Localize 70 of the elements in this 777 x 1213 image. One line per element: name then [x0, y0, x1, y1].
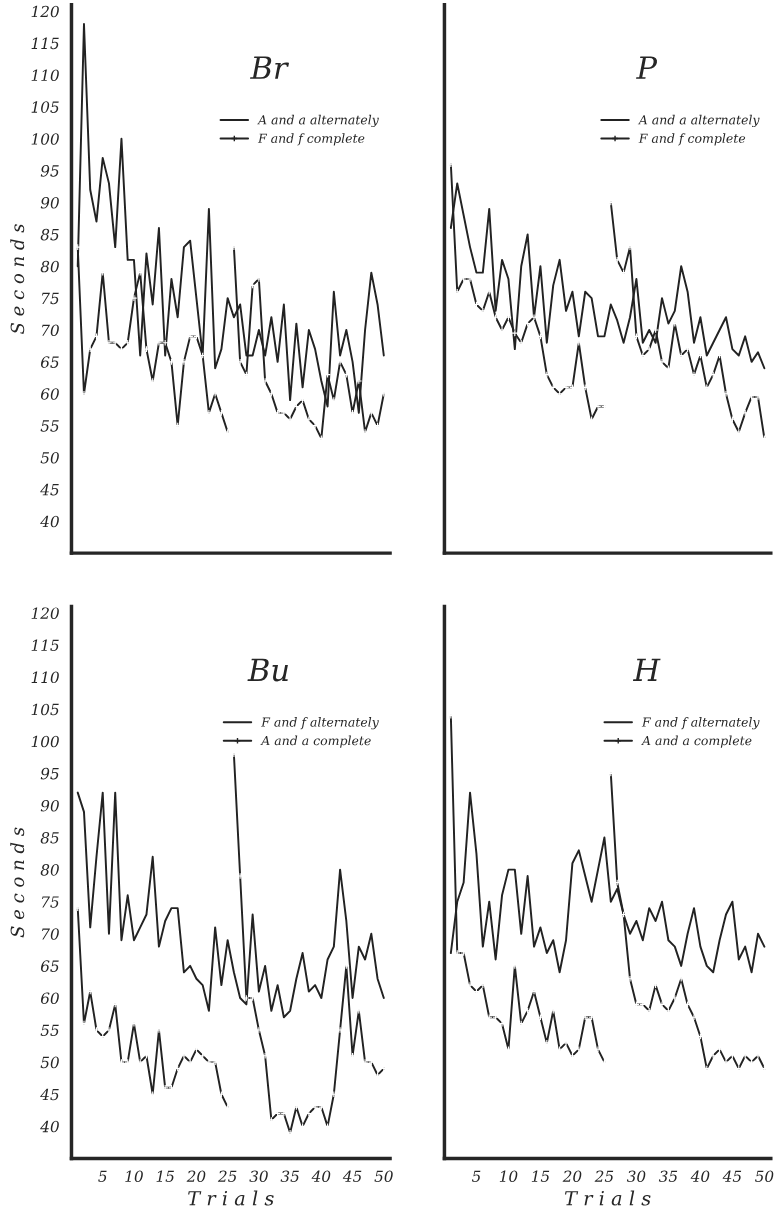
x-axis-title: T r i a l s [188, 1190, 274, 1206]
x-tick-label: 35 [280, 1170, 299, 1183]
x-tick-label: 25 [594, 1170, 614, 1183]
y-tick-label: 105 [31, 703, 59, 716]
y-tick-label: 100 [31, 735, 59, 748]
legend-label: A and a complete [260, 735, 371, 748]
y-tick-label: 110 [31, 69, 59, 81]
legend-label: F and f alternately [641, 717, 760, 730]
x-tick-label: 35 [658, 1170, 678, 1183]
text: Bu [247, 658, 288, 682]
y-tick-label: 95 [40, 165, 59, 177]
y-tick-label: 70 [42, 928, 59, 940]
y-tick-label: 115 [31, 639, 59, 652]
y-axis-title: S e c o n d s [10, 827, 25, 938]
text: P [636, 56, 658, 79]
y-tick-label: 70 [42, 324, 59, 337]
y-tick-label: 75 [42, 896, 59, 908]
y-tick-label: 100 [31, 133, 59, 145]
y-tick-label: 40 [40, 1120, 59, 1133]
y-axis-title: S e c o n d s [10, 224, 25, 334]
legend-label: A and a alternately [637, 114, 760, 128]
y-tick-label: 65 [40, 960, 59, 972]
y-tick-label: 90 [40, 799, 59, 812]
x-tick-label: 5 [471, 1170, 481, 1183]
y-tick-label: 105 [31, 101, 59, 113]
x-tick-label: 20 [562, 1170, 582, 1183]
y-tick-label: 90 [40, 196, 59, 209]
x-tick-label: 15 [156, 1170, 174, 1183]
x-tick-label: 50 [755, 1170, 774, 1183]
y-tick-label: 60 [40, 388, 59, 400]
x-axis-title: T r i a l s [564, 1190, 651, 1206]
y-tick-label: 50 [40, 1056, 59, 1069]
legend-label: F and f alternately [261, 717, 379, 730]
x-tick-label: 15 [531, 1170, 550, 1183]
y-tick-label: 120 [31, 5, 59, 18]
x-tick-label: 40 [311, 1170, 331, 1183]
y-tick-label: 55 [40, 1024, 59, 1037]
legend-label: F and f complete [638, 133, 746, 146]
x-tick-label: 50 [374, 1170, 393, 1183]
x-tick-label: 10 [499, 1170, 518, 1183]
y-tick-label: 60 [40, 992, 59, 1004]
legend-label: A and a complete [641, 735, 752, 748]
legend-label: F and f complete [257, 133, 365, 146]
y-tick-label: 85 [40, 228, 59, 241]
x-tick-label: 10 [125, 1170, 143, 1183]
y-tick-label: 45 [40, 483, 59, 496]
y-tick-label: 80 [40, 864, 59, 876]
x-tick-label: 40 [690, 1170, 710, 1183]
text: H [632, 658, 661, 681]
x-tick-label: 45 [722, 1170, 742, 1183]
x-tick-label: 25 [217, 1170, 237, 1183]
y-tick-label: 120 [31, 607, 59, 619]
x-tick-label: 45 [342, 1170, 362, 1183]
x-tick-label: 30 [249, 1170, 268, 1183]
y-tick-label: 75 [42, 292, 59, 305]
y-tick-label: 85 [40, 832, 59, 844]
y-tick-label: 80 [40, 260, 59, 273]
y-tick-label: 115 [31, 37, 59, 50]
y-tick-label: 45 [40, 1088, 59, 1101]
x-tick-label: 30 [626, 1170, 646, 1183]
y-tick-label: 110 [31, 671, 59, 684]
y-tick-label: 55 [40, 420, 59, 432]
y-tick-label: 40 [40, 515, 59, 528]
legend-label: A and a alternately [257, 114, 379, 128]
y-tick-label: 65 [40, 356, 59, 368]
x-tick-label: 5 [98, 1170, 107, 1183]
y-tick-label: 50 [40, 451, 59, 464]
x-tick-label: 20 [186, 1170, 206, 1183]
text: Br [250, 56, 290, 79]
y-tick-label: 95 [40, 767, 59, 780]
